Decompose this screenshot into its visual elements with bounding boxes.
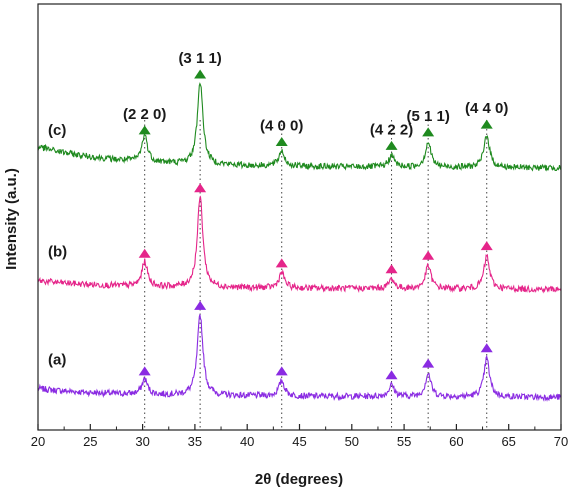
series-line-1: [37, 195, 562, 294]
peak-marker-2: [194, 69, 207, 79]
peak-label-2: (4 0 0): [260, 117, 303, 134]
peak-label-0: (2 2 0): [123, 106, 166, 123]
plot-area: (a) (b) (c) (2 2 0) (3 1 1) (4 0 0) (4 2 2)(5 …: [37, 50, 562, 430]
x-tick-label: 20: [31, 434, 45, 449]
peak-marker-0: [385, 370, 398, 380]
peak-marker-1: [480, 241, 493, 251]
x-tick-label: 25: [83, 434, 97, 449]
x-tick-label: 55: [397, 434, 411, 449]
series-label-0: (a): [48, 351, 66, 368]
peak-marker-2: [480, 119, 493, 129]
x-tick-label: 60: [449, 434, 463, 449]
series-label-1: (b): [48, 244, 67, 261]
peak-label-5: (4 4 0): [465, 100, 508, 117]
peak-label-1: (3 1 1): [178, 50, 221, 67]
peak-label-4: (5 1 1): [406, 108, 449, 125]
x-tick-label: 70: [554, 434, 568, 449]
peak-marker-1: [385, 264, 398, 274]
x-axis: 20 25 30 35 40 45 50 55 60 65 70: [31, 3, 568, 449]
peak-marker-0: [138, 366, 151, 376]
x-axis-title: 2θ (degrees): [255, 471, 343, 488]
peak-marker-2: [275, 136, 288, 146]
series-line-2: [37, 82, 562, 172]
peak-marker-1: [275, 258, 288, 268]
x-tick-label: 50: [345, 434, 359, 449]
peak-marker-0: [194, 300, 207, 310]
x-tick-label: 35: [188, 434, 202, 449]
x-tick-label: 45: [292, 434, 306, 449]
peak-marker-0: [480, 343, 493, 353]
series-label-2: (c): [48, 122, 66, 139]
x-tick-label: 30: [135, 434, 149, 449]
peak-marker-1: [194, 183, 207, 193]
y-axis-title: Intensity (a.u.): [3, 168, 20, 270]
series-line-0: [37, 314, 562, 402]
peak-marker-2: [138, 125, 151, 135]
x-tick-label: 40: [240, 434, 254, 449]
plot-frame: [37, 3, 562, 431]
peak-marker-1: [138, 248, 151, 258]
peak-marker-1: [422, 250, 435, 260]
x-tick-label: 65: [501, 434, 515, 449]
peak-marker-0: [275, 366, 288, 376]
peak-marker-2: [385, 140, 398, 150]
peak-marker-0: [422, 358, 435, 368]
peak-marker-2: [422, 127, 435, 137]
peak-label-3: (4 2 2): [370, 121, 413, 138]
